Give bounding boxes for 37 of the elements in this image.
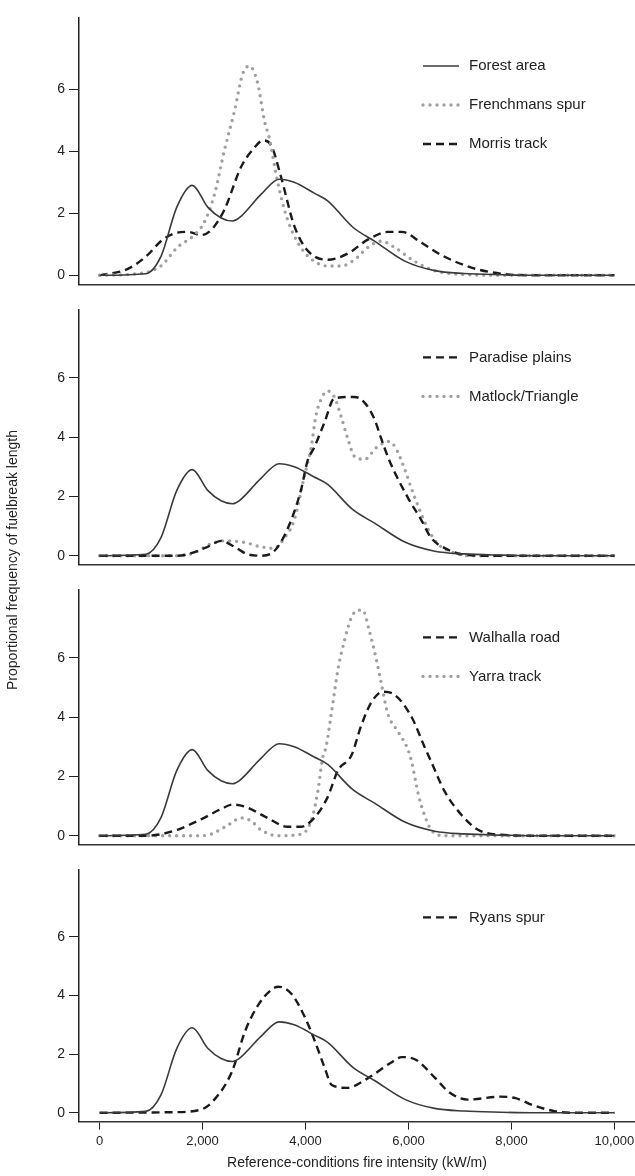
line-series bbox=[98, 178, 616, 277]
legend-label: Walhalla road bbox=[469, 627, 561, 645]
legend-label: Morris track bbox=[469, 134, 548, 152]
x-tick-label: 0 bbox=[95, 1132, 104, 1148]
y-tick-label: 4 bbox=[57, 142, 66, 159]
legend-label: Frenchmans spur bbox=[469, 95, 586, 113]
y-tick-label: 4 bbox=[57, 707, 66, 724]
line-series bbox=[98, 742, 616, 837]
legend-label: Matlock/Triangle bbox=[469, 386, 579, 404]
line-series bbox=[97, 608, 617, 838]
x-tick-label: 4,000 bbox=[289, 1132, 322, 1148]
line-series bbox=[98, 462, 616, 557]
x-tick-label: 6,000 bbox=[392, 1132, 425, 1148]
y-tick-label: 0 bbox=[57, 1103, 66, 1120]
y-tick-label: 6 bbox=[57, 927, 66, 944]
y-tick-label: 0 bbox=[57, 266, 66, 283]
y-tick-label: 2 bbox=[57, 487, 66, 504]
y-tick-label: 6 bbox=[57, 80, 66, 97]
y-tick-label: 0 bbox=[57, 826, 66, 843]
x-tick-label: 8,000 bbox=[495, 1132, 528, 1148]
y-tick-label: 2 bbox=[57, 204, 66, 221]
legend-label: Forest area bbox=[469, 56, 547, 74]
y-tick-label: 2 bbox=[57, 767, 66, 784]
x-tick-label: 10,000 bbox=[594, 1132, 635, 1148]
x-tick-label: 2,000 bbox=[186, 1132, 219, 1148]
y-tick-label: 4 bbox=[57, 986, 66, 1003]
y-tick-label: 4 bbox=[57, 427, 66, 444]
line-series bbox=[98, 1021, 616, 1114]
legend-label: Paradise plains bbox=[469, 347, 572, 365]
y-tick-label: 6 bbox=[57, 648, 66, 665]
y-tick-label: 2 bbox=[57, 1045, 66, 1062]
y-tick-label: 0 bbox=[57, 546, 66, 563]
legend-label: Ryans spur bbox=[469, 907, 545, 925]
x-axis-title: Reference-conditions fire intensity (kW/m) bbox=[227, 1154, 487, 1171]
y-tick-label: 6 bbox=[57, 368, 66, 385]
legend-label: Yarra track bbox=[469, 666, 542, 684]
y-axis-title: Proportional frequency of fuelbreak length bbox=[4, 430, 20, 690]
